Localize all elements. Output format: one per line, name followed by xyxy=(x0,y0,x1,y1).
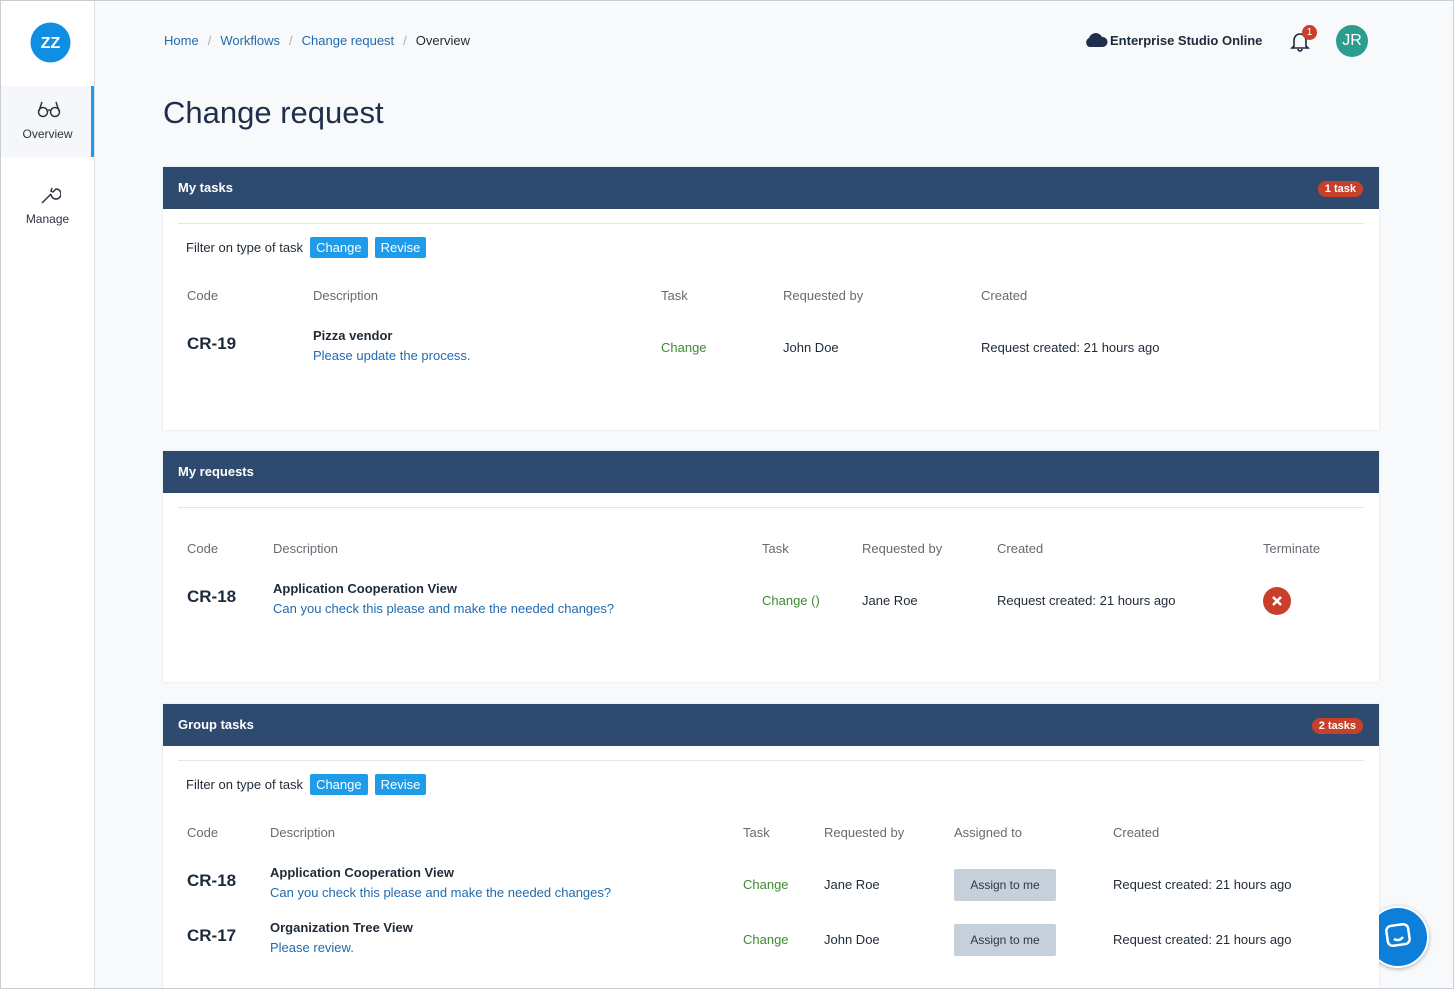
row-task: Change xyxy=(743,877,789,892)
breadcrumb-separator: / xyxy=(207,33,212,48)
nav-label: Overview xyxy=(22,127,73,141)
logo: ZZ xyxy=(30,22,71,63)
section-card: Group tasks 2 tasks Filter on type of task… xyxy=(163,704,1379,988)
svg-text:ZZ: ZZ xyxy=(41,35,61,52)
section-header: Group tasks 2 tasks xyxy=(163,704,1379,746)
column-header: Task xyxy=(762,541,789,556)
row-requested-by: Jane Roe xyxy=(824,877,880,892)
section-title: My requests xyxy=(178,464,254,479)
breadcrumb-item[interactable]: Workflows xyxy=(220,33,281,48)
row-title[interactable]: Application Cooperation View xyxy=(273,581,457,596)
row-created: Request created: 21 hours ago xyxy=(1113,877,1292,892)
sidebar: ZZ Overview Manage xyxy=(1,1,95,988)
column-header: Created xyxy=(981,288,1028,303)
column-header: Code xyxy=(187,288,219,303)
column-header: Task xyxy=(743,825,770,840)
section-card: My tasks 1 task Filter on type of task Chan… xyxy=(163,167,1379,430)
task-filter: Filter on type of task Change Revise xyxy=(186,774,427,795)
assign-button[interactable]: Assign to me xyxy=(954,924,1056,956)
breadcrumb-item: Overview xyxy=(415,33,470,48)
breadcrumb: Home / Workflows / Change request / Overview xyxy=(164,33,470,48)
filter-chip[interactable]: Change xyxy=(310,237,368,258)
row-code[interactable]: CR-19 xyxy=(187,334,237,353)
section-header: My requests xyxy=(163,451,1379,493)
breadcrumb-separator: / xyxy=(289,33,293,48)
column-header: Requested by xyxy=(824,825,905,840)
avatar[interactable]: JR xyxy=(1336,25,1368,57)
column-header: Task xyxy=(661,288,688,303)
row-requested-by: John Doe xyxy=(783,340,839,355)
column-header: Terminate xyxy=(1263,541,1321,556)
row-created: Request created: 21 hours ago xyxy=(1113,932,1292,947)
nav-overview[interactable]: Overview xyxy=(1,86,94,157)
column-header: Code xyxy=(187,541,219,556)
terminate-button[interactable] xyxy=(1263,587,1291,615)
column-header: Description xyxy=(270,825,336,840)
wrench-icon xyxy=(41,187,61,204)
column-header: Created xyxy=(1113,825,1160,840)
nav-manage[interactable]: Manage xyxy=(1,176,94,232)
column-header: Description xyxy=(313,288,379,303)
filter-chip[interactable]: Revise xyxy=(374,774,427,795)
breadcrumb-item[interactable]: Change request xyxy=(301,33,395,48)
row-code[interactable]: CR-17 xyxy=(187,926,237,945)
task-filter: Filter on type of task Change Revise xyxy=(186,237,427,258)
row-title[interactable]: Pizza vendor xyxy=(313,328,393,343)
section-title: Group tasks xyxy=(178,717,254,732)
help-icon xyxy=(1385,922,1411,948)
row-requested-by: John Doe xyxy=(824,932,880,947)
assign-button[interactable]: Assign to me xyxy=(954,869,1056,901)
row-description: Can you check this please and make the n… xyxy=(270,885,612,900)
column-header: Requested by xyxy=(783,288,864,303)
page-title: Change request xyxy=(163,95,384,130)
cloud-icon xyxy=(1086,33,1108,47)
column-header: Assigned to xyxy=(954,825,1022,840)
row-created: Request created: 21 hours ago xyxy=(981,340,1160,355)
close-icon xyxy=(1272,596,1282,606)
divider xyxy=(178,223,1364,224)
divider xyxy=(178,507,1364,508)
notification-badge: 1 xyxy=(1302,25,1317,40)
workspace-name[interactable]: Enterprise Studio Online xyxy=(1110,33,1263,48)
breadcrumb-separator: / xyxy=(403,33,407,48)
section-card: My requests Code Description Task Requested … xyxy=(163,451,1379,682)
row-code[interactable]: CR-18 xyxy=(187,587,237,606)
row-description: Please update the process. xyxy=(313,348,471,363)
row-requested-by: Jane Roe xyxy=(862,593,918,608)
column-header: Created xyxy=(997,541,1044,556)
row-task: Change () xyxy=(762,593,820,608)
row-description: Please review. xyxy=(270,940,354,955)
filter-label: Filter on type of task xyxy=(186,777,304,792)
section-header: My tasks 1 task xyxy=(163,167,1379,209)
nav-label: Manage xyxy=(25,212,70,226)
glasses-icon xyxy=(37,101,61,118)
breadcrumb-item[interactable]: Home xyxy=(164,33,199,48)
column-header: Code xyxy=(187,825,219,840)
count-badge: 2 tasks xyxy=(1311,718,1363,734)
count-badge: 1 task xyxy=(1317,181,1363,197)
filter-chip[interactable]: Change xyxy=(310,774,368,795)
row-task: Change xyxy=(743,932,789,947)
row-task: Change xyxy=(661,340,707,355)
row-title[interactable]: Organization Tree View xyxy=(270,920,413,935)
row-description: Can you check this please and make the n… xyxy=(273,601,615,616)
divider xyxy=(178,760,1364,761)
row-created: Request created: 21 hours ago xyxy=(997,593,1176,608)
row-title[interactable]: Application Cooperation View xyxy=(270,865,454,880)
column-header: Requested by xyxy=(862,541,943,556)
filter-chip[interactable]: Revise xyxy=(374,237,427,258)
column-header: Description xyxy=(273,541,339,556)
section-title: My tasks xyxy=(178,180,233,195)
filter-label: Filter on type of task xyxy=(186,240,304,255)
row-code[interactable]: CR-18 xyxy=(187,871,237,890)
